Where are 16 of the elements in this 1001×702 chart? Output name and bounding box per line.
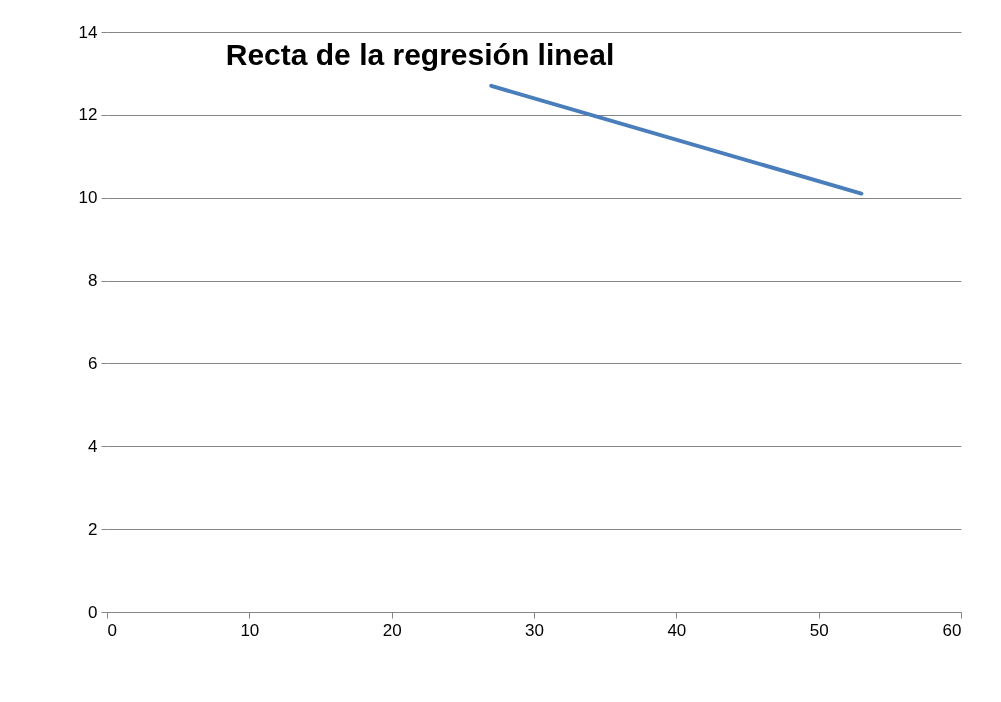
x-tick-label: 40: [667, 620, 687, 640]
y-tick-label: 0: [88, 602, 98, 622]
y-tick-label: 6: [88, 353, 98, 373]
y-tick-label: 2: [88, 519, 98, 539]
x-tick-label: 10: [240, 620, 260, 640]
x-tick-label: 50: [809, 620, 829, 640]
y-tick-label: 10: [78, 188, 98, 208]
x-tick-label: 60: [942, 620, 962, 640]
x-tick-label: 20: [382, 620, 402, 640]
y-tick-label: 12: [78, 105, 98, 125]
chart-title: Recta de la regresión lineal: [225, 38, 615, 71]
y-tick-label: 4: [88, 436, 98, 456]
x-tick-label: 30: [525, 620, 544, 640]
y-tick-label: 14: [78, 22, 98, 42]
y-tick-label: 8: [88, 271, 98, 291]
x-tick-label: 0: [107, 620, 117, 640]
